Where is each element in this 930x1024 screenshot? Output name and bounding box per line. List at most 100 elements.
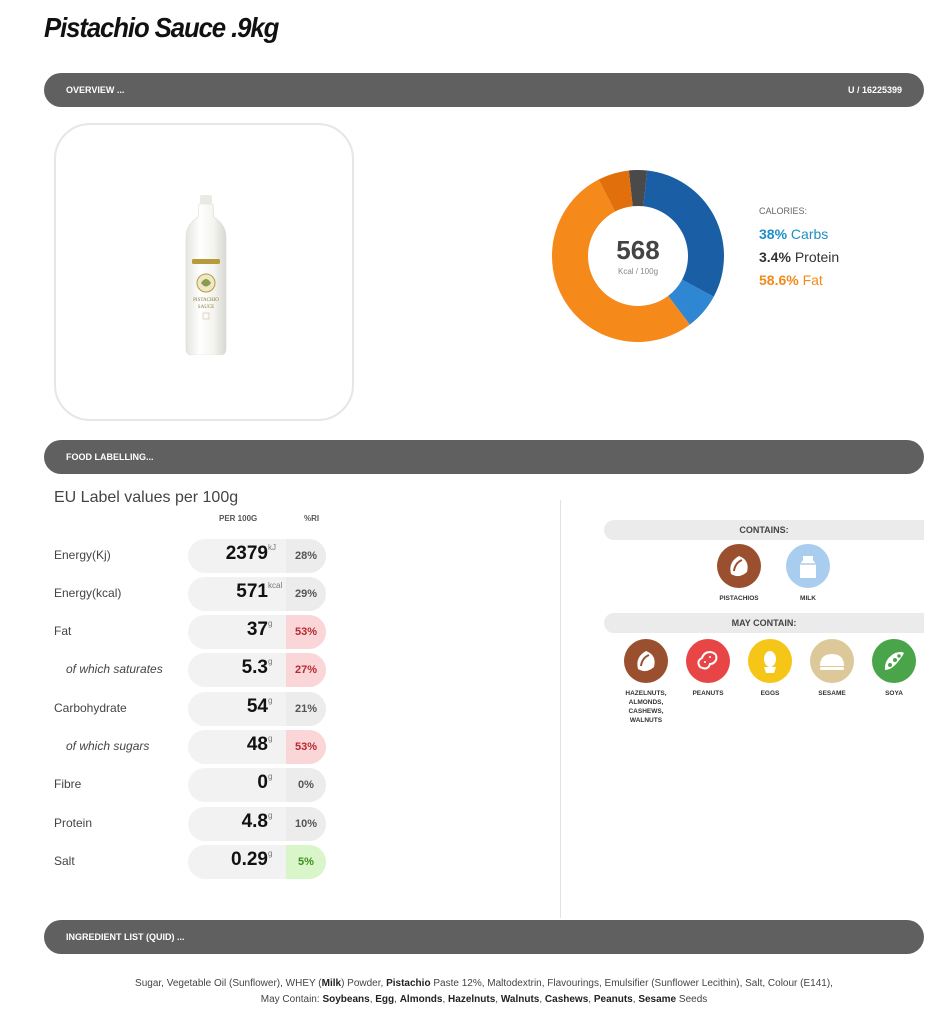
protein-name: Protein bbox=[794, 249, 840, 265]
allergen-name: HAZELNUTS, ALMONDS, CASHEWS, WALNUTS bbox=[611, 689, 681, 725]
allergen-name-line: PEANUTS bbox=[692, 690, 724, 697]
nutrient-value-pill: 37 g 53% bbox=[188, 615, 326, 649]
egg-icon bbox=[748, 639, 792, 683]
allergen-may-contain-1: PEANUTS bbox=[673, 639, 743, 698]
ingredient-text-segment: , bbox=[442, 994, 449, 1005]
nutrient-unit: g bbox=[268, 619, 273, 628]
calories-value: 568 bbox=[616, 235, 659, 265]
nutrient-label: of which sugars bbox=[66, 739, 150, 753]
ingredient-text-segment: , bbox=[369, 994, 376, 1005]
nutrient-label: Carbohydrate bbox=[54, 701, 127, 715]
sesame-bun-icon bbox=[810, 639, 854, 683]
nutrient-label: Fat bbox=[54, 624, 72, 638]
ingredient-line-2: May Contain: Soybeans, Egg, Almonds, Haz… bbox=[44, 992, 924, 1008]
bottle-label-line1: PISTACHIO bbox=[193, 298, 219, 303]
ingredient-highlight: Walnuts bbox=[500, 994, 540, 1005]
ingredient-highlight: Cashews bbox=[544, 994, 589, 1005]
food-labelling-header: FOOD LABELLING... bbox=[44, 440, 924, 474]
nutrition-row: Fibre 0 g 0% bbox=[54, 768, 334, 802]
allergen-name: SESAME bbox=[797, 689, 867, 698]
protein-pct: 3.4% bbox=[759, 249, 791, 265]
nutrient-unit: g bbox=[268, 772, 273, 781]
product-image-card: PISTACHIO SAUCE bbox=[54, 123, 354, 421]
food-labelling-label: FOOD LABELLING... bbox=[66, 452, 154, 462]
ingredient-text-segment: , bbox=[539, 994, 545, 1005]
ingredient-text-segment: , bbox=[588, 994, 594, 1005]
ingredient-highlight: Egg bbox=[375, 994, 395, 1005]
nutrient-unit: g bbox=[268, 811, 273, 820]
ingredient-text: Sugar, Vegetable Oil (Sunflower), WHEY (… bbox=[44, 976, 924, 1008]
ingredient-line-1: Sugar, Vegetable Oil (Sunflower), WHEY (… bbox=[44, 976, 924, 992]
ingredient-text-segment: , bbox=[394, 994, 400, 1005]
allergen-contains-pistachios: PISTACHIOS bbox=[704, 544, 774, 603]
donut-segment-fat bbox=[552, 179, 690, 343]
bottle-label-line2: SAUCE bbox=[198, 305, 214, 310]
ingredient-text-segment: , bbox=[495, 994, 501, 1005]
allergen-name-line: CASHEWS, bbox=[628, 708, 664, 715]
nutrient-value-pill: 0 g 0% bbox=[188, 768, 326, 802]
nutrition-row: Fat 37 g 53% bbox=[54, 615, 334, 649]
nut-icon bbox=[624, 639, 668, 683]
nutrient-value-pill: 54 g 21% bbox=[188, 692, 326, 726]
nutrition-row: of which sugars 48 g 53% bbox=[54, 730, 334, 764]
nutrient-ri: 27% bbox=[286, 653, 326, 687]
allergen-name-line: SOYA bbox=[885, 690, 903, 697]
nutrient-ri: 0% bbox=[286, 768, 326, 802]
legend-carbs: 38% Carbs bbox=[759, 226, 839, 242]
nutrient-value: 48 bbox=[246, 734, 268, 755]
nutrient-label: Energy(Kj) bbox=[54, 548, 111, 562]
nutrition-row: Salt 0.29 g 5% bbox=[54, 845, 334, 879]
nutrient-value-pill: 0.29 g 5% bbox=[188, 845, 326, 879]
allergen-may-contain-4: SOYA bbox=[859, 639, 929, 698]
donut-segment-fat-dark bbox=[598, 170, 633, 212]
nutrient-label: Energy(kcal) bbox=[54, 586, 122, 600]
section-divider bbox=[560, 500, 561, 918]
nutrient-ri: 10% bbox=[286, 807, 326, 841]
nutrient-label: Salt bbox=[54, 854, 75, 868]
nut-icon bbox=[717, 544, 761, 588]
calories-legend: CALORIES: 38% Carbs 3.4% Protein 58.6% F… bbox=[759, 206, 839, 295]
product-bottle-image: PISTACHIO SAUCE bbox=[185, 195, 227, 355]
nutrient-value: 0.29 bbox=[231, 849, 268, 870]
milk-carton-icon bbox=[786, 544, 830, 588]
nutrient-value: 2379 bbox=[225, 543, 268, 564]
nutrition-row: Energy(kcal) 571 kcal 29% bbox=[54, 577, 334, 611]
soy-pod-icon bbox=[872, 639, 916, 683]
nutrient-ri: 5% bbox=[286, 845, 326, 879]
nutrient-label: Protein bbox=[54, 816, 93, 830]
ingredient-text-segment: Seeds bbox=[676, 994, 708, 1005]
allergen-may-contain-2: EGGS bbox=[735, 639, 805, 698]
ingredient-highlight: Sesame bbox=[638, 994, 677, 1005]
ingredient-text-segment: Paste 12%, Maltodextrin, Flavourings, Em… bbox=[430, 978, 833, 989]
eu-label-title: EU Label values per 100g bbox=[54, 489, 239, 506]
nutrient-unit: g bbox=[268, 734, 273, 743]
nutrition-row: Carbohydrate 54 g 21% bbox=[54, 692, 334, 726]
legend-fat: 58.6% Fat bbox=[759, 272, 839, 288]
nutrient-label: Fibre bbox=[54, 777, 82, 791]
allergen-name: PEANUTS bbox=[673, 689, 743, 698]
may-contain-header: MAY CONTAIN: bbox=[604, 613, 924, 633]
per-100g-header: PER 100G bbox=[219, 514, 258, 523]
allergen-name: EGGS bbox=[735, 689, 805, 698]
ingredient-list-label: INGREDIENT LIST (QUID) ... bbox=[66, 932, 185, 942]
nutrient-value-pill: 5.3 g 27% bbox=[188, 653, 326, 687]
contains-header: CONTAINS: bbox=[604, 520, 924, 540]
carbs-name: Carbs bbox=[790, 226, 829, 242]
calories-unit: Kcal / 100g bbox=[618, 267, 658, 276]
nutrient-value: 0 bbox=[257, 772, 268, 793]
ingredient-highlight: Almonds bbox=[399, 994, 443, 1005]
allergen-may-contain-0: HAZELNUTS, ALMONDS, CASHEWS, WALNUTS bbox=[611, 639, 681, 725]
nutrient-value: 54 bbox=[246, 696, 268, 717]
nutrient-unit: g bbox=[268, 696, 273, 705]
overview-header: OVERVIEW ... U / 16225399 bbox=[44, 73, 924, 107]
ri-header: %RI bbox=[304, 514, 320, 523]
nutrient-label: of which saturates bbox=[66, 662, 163, 676]
nutrient-ri: 29% bbox=[286, 577, 326, 611]
product-code: U / 16225399 bbox=[847, 85, 902, 95]
allergen-may-contain-3: SESAME bbox=[797, 639, 867, 698]
donut-segment-carbs bbox=[643, 170, 724, 297]
allergen-name-line: HAZELNUTS, bbox=[625, 690, 667, 697]
allergen-name: PISTACHIOS bbox=[719, 595, 759, 602]
ingredient-highlight: Hazelnuts bbox=[448, 994, 496, 1005]
nutrient-unit: g bbox=[268, 657, 273, 666]
